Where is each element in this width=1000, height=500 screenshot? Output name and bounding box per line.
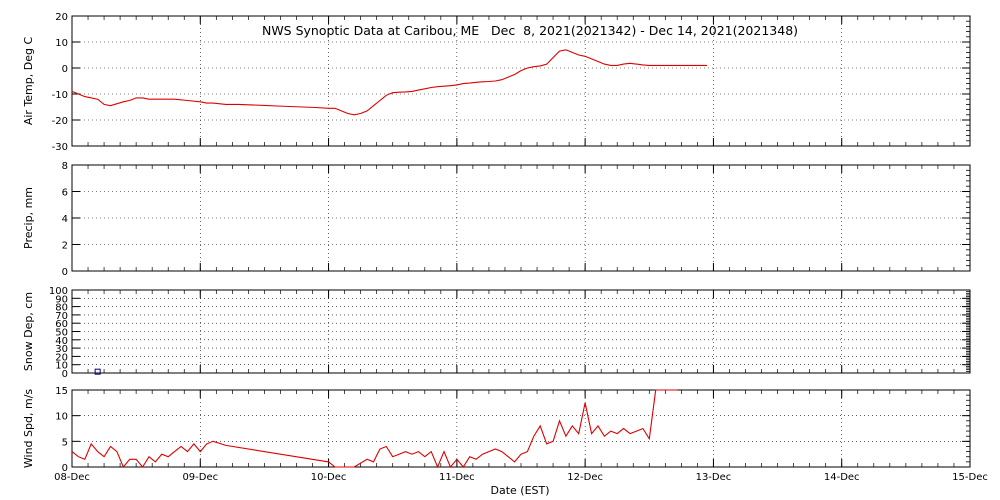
plot-frame bbox=[71, 389, 971, 468]
plot-frame bbox=[71, 164, 971, 272]
y-tick-label: 20 bbox=[55, 352, 68, 363]
x-tick-label: 09-Dec bbox=[182, 472, 218, 483]
y-axis-label: Air Temp, Deg C bbox=[22, 37, 35, 126]
y-tick-label: -10 bbox=[52, 90, 68, 101]
y-tick-label: 5 bbox=[62, 437, 68, 448]
y-tick-label: 90 bbox=[55, 294, 68, 305]
y-axis-label: Snow Dep, cm bbox=[22, 292, 35, 371]
x-tick-label: 13-Dec bbox=[696, 472, 732, 483]
plot-frame bbox=[71, 289, 971, 374]
x-tick-label: 15-Dec bbox=[952, 472, 988, 483]
y-tick-label: 80 bbox=[55, 303, 68, 314]
y-tick-label: -30 bbox=[52, 142, 68, 153]
data-series-line bbox=[71, 49, 707, 116]
y-axis-label: Precip, mm bbox=[22, 187, 35, 249]
y-tick-label: 2 bbox=[62, 241, 68, 252]
y-tick-label: 0 bbox=[62, 463, 68, 474]
data-point bbox=[94, 368, 101, 375]
y-tick-label: 4 bbox=[62, 214, 68, 225]
panel-4: 0 5 10 15 Wind Spd, m/s bbox=[22, 386, 971, 474]
y-tick-label: 10 bbox=[55, 412, 68, 423]
y-tick-label: 30 bbox=[55, 344, 68, 355]
y-tick-label: 0 bbox=[62, 267, 68, 278]
data-series-line bbox=[71, 389, 678, 469]
y-tick-label: 10 bbox=[55, 38, 68, 49]
y-tick-label: 15 bbox=[55, 386, 68, 397]
x-tick-label: 12-Dec bbox=[567, 472, 603, 483]
y-tick-label: 60 bbox=[55, 319, 68, 330]
panel-1: -30 -20 -10 0 10 20 Air Temp, Deg C bbox=[22, 12, 971, 153]
y-tick-label: -20 bbox=[52, 116, 68, 127]
x-tick-label: 11-Dec bbox=[439, 472, 475, 483]
y-tick-label: 50 bbox=[55, 328, 68, 339]
y-tick-label: 0 bbox=[62, 64, 68, 75]
y-tick-label: 8 bbox=[62, 161, 68, 172]
y-axis-label: Wind Spd, m/s bbox=[22, 389, 35, 469]
panel-2: 0 2 4 6 8 Precip, mm bbox=[22, 161, 971, 278]
y-tick-label: 70 bbox=[55, 311, 68, 322]
y-tick-label: 6 bbox=[62, 188, 68, 199]
y-tick-label: 10 bbox=[55, 361, 68, 372]
x-axis-label: Date (EST) bbox=[490, 484, 549, 497]
x-tick-label: 14-Dec bbox=[824, 472, 860, 483]
y-tick-label: 0 bbox=[62, 369, 68, 380]
x-tick-label: 08-Dec bbox=[54, 472, 90, 483]
y-tick-label: 100 bbox=[49, 286, 68, 297]
chart-title: NWS Synoptic Data at Caribou, ME Dec 8, … bbox=[262, 23, 798, 38]
x-tick-label: 10-Dec bbox=[311, 472, 347, 483]
plot-frame bbox=[71, 15, 971, 147]
y-tick-label: 40 bbox=[55, 336, 68, 347]
y-tick-label: 20 bbox=[55, 12, 68, 23]
